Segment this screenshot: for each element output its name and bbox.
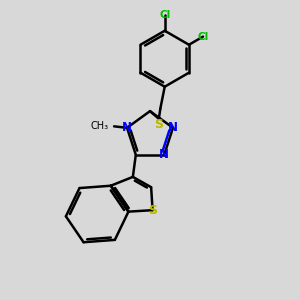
Text: S: S <box>154 118 163 130</box>
Text: CH₃: CH₃ <box>91 121 109 131</box>
Text: Cl: Cl <box>159 10 170 20</box>
Text: N: N <box>122 121 132 134</box>
Text: N: N <box>159 148 169 161</box>
Text: N: N <box>168 121 178 134</box>
Text: Cl: Cl <box>197 32 208 42</box>
Text: S: S <box>148 204 157 217</box>
